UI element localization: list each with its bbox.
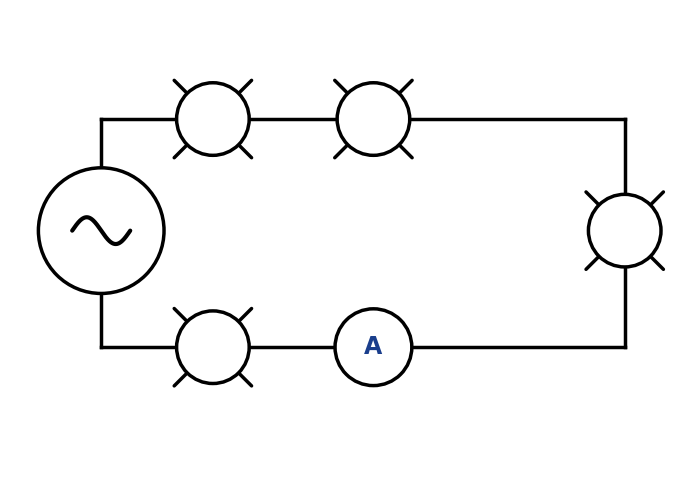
Text: A: A xyxy=(364,335,383,359)
Ellipse shape xyxy=(337,83,410,155)
Ellipse shape xyxy=(177,311,249,383)
Ellipse shape xyxy=(38,168,164,294)
Ellipse shape xyxy=(177,83,249,155)
Ellipse shape xyxy=(335,309,412,385)
Ellipse shape xyxy=(588,194,661,267)
